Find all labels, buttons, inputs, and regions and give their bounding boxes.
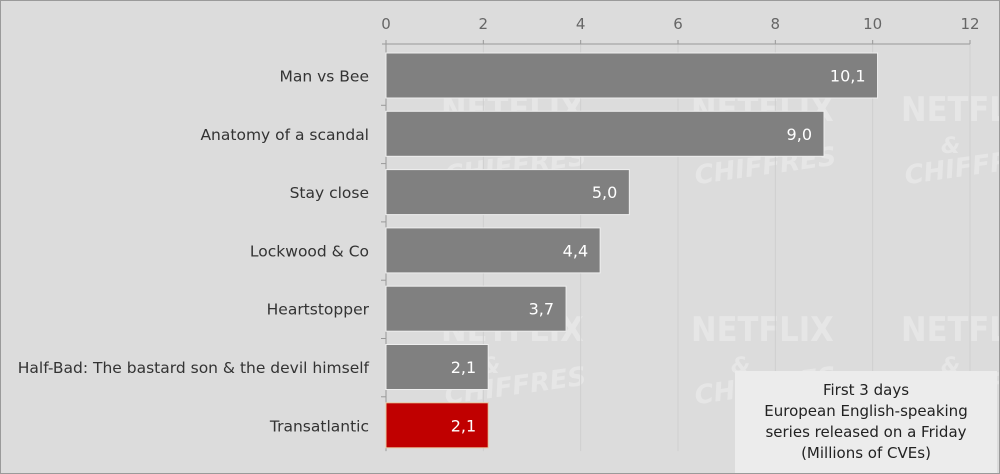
x-tick-label: 10 — [863, 15, 882, 33]
annotation-line: (Millions of CVEs) — [801, 444, 931, 462]
annotation-line: First 3 days — [822, 381, 910, 399]
annotation-line: series released on a Friday — [765, 423, 967, 441]
bar-value-label: 4,4 — [563, 241, 588, 260]
annotation-box: First 3 days European English-speaking s… — [735, 371, 997, 473]
x-tick-label: 4 — [576, 15, 586, 33]
bar — [385, 285, 567, 332]
x-tick-label: 0 — [381, 15, 391, 33]
category-label: Anatomy of a scandal — [200, 126, 369, 144]
x-tick-label: 2 — [479, 15, 489, 33]
bar — [385, 169, 630, 216]
bar-value-label: 5,0 — [592, 183, 617, 202]
bar-value-label: 10,1 — [830, 67, 866, 86]
bar — [385, 227, 601, 274]
x-tick-label: 8 — [771, 15, 781, 33]
watermark-text: NETFLIX — [901, 310, 999, 350]
watermark-text: & — [941, 134, 960, 159]
category-label: Stay close — [290, 184, 369, 202]
x-tick-label: 12 — [960, 15, 979, 33]
bar-value-label: 9,0 — [787, 125, 812, 144]
category-label: Transatlantic — [269, 417, 369, 435]
category-label: Lockwood & Co — [250, 242, 369, 260]
x-tick-label: 6 — [673, 15, 683, 33]
category-label: Man vs Bee — [279, 68, 369, 86]
bar-value-label: 3,7 — [529, 300, 554, 319]
bar — [385, 110, 825, 157]
annotation-line: European English-speaking — [764, 402, 968, 420]
bar — [385, 344, 489, 390]
bar — [385, 52, 879, 99]
watermark-text: NETFLIX — [691, 310, 834, 350]
category-label: Half-Bad: The bastard son & the devil hi… — [18, 359, 370, 377]
bar — [385, 402, 489, 449]
bar-value-label: 2,1 — [451, 416, 476, 435]
bar-value-label: 2,1 — [451, 358, 476, 377]
watermark-text: NETFLIX — [901, 90, 999, 130]
category-label: Heartstopper — [267, 301, 370, 319]
